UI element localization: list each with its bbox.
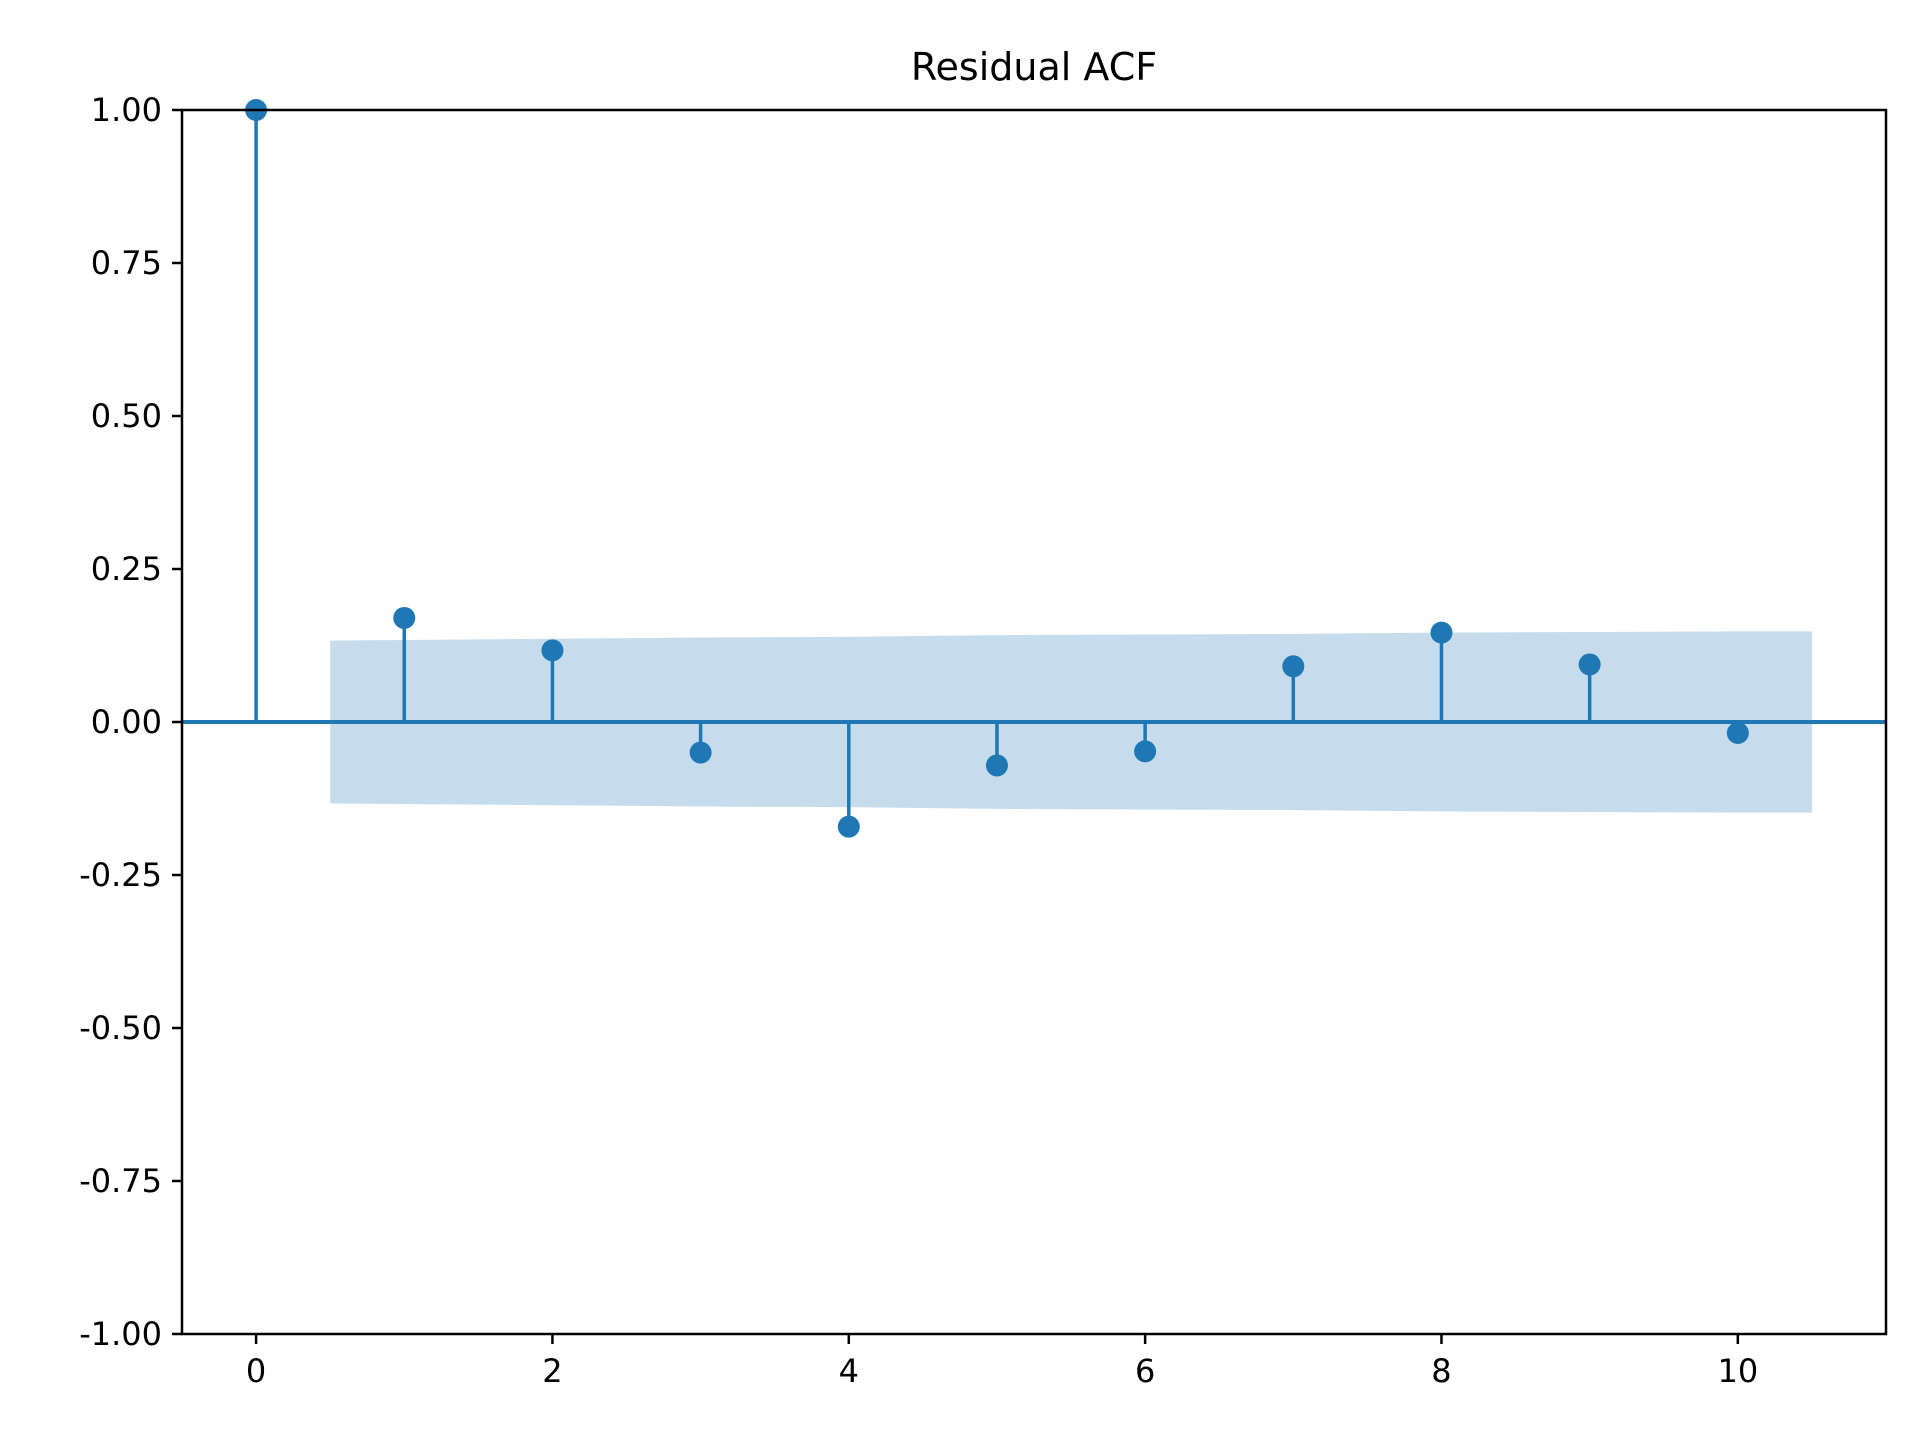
stem-marker-lag-4	[837, 815, 860, 838]
stem-marker-lag-7	[1282, 655, 1305, 678]
x-tick-label: 2	[542, 1352, 562, 1390]
y-tick-label: -0.75	[79, 1162, 162, 1200]
stem-marker-lag-3	[689, 741, 712, 764]
y-axis-ticks: 1.00 0.75 0.50 0.25 0.00 -0.25 -0.50 -0.75 -1.00	[79, 91, 182, 1353]
x-tick-label: 8	[1431, 1352, 1451, 1390]
stem-marker-lag-2	[541, 639, 564, 662]
y-tick-label: 0.50	[91, 397, 162, 435]
x-tick-label: 0	[246, 1352, 266, 1390]
y-tick-label: -0.50	[79, 1009, 162, 1047]
chart-title: Residual ACF	[911, 45, 1157, 89]
stem-marker-lag-5	[985, 754, 1008, 777]
y-tick-label: 0.00	[91, 703, 162, 741]
stems-layer	[245, 99, 1749, 838]
y-tick-label: 0.75	[91, 244, 162, 282]
y-tick-label: 1.00	[91, 91, 162, 129]
stem-marker-lag-6	[1134, 740, 1157, 763]
y-tick-label: 0.25	[91, 550, 162, 588]
x-axis-ticks: 0 2 4 6 8 10	[246, 1334, 1758, 1390]
stem-marker-lag-8	[1430, 621, 1453, 644]
x-tick-label: 6	[1135, 1352, 1155, 1390]
y-tick-label: -1.00	[79, 1315, 162, 1353]
stem-marker-lag-1	[393, 606, 416, 629]
stem-marker-lag-10	[1726, 722, 1749, 745]
stem-marker-lag-9	[1578, 653, 1601, 676]
x-tick-label: 10	[1717, 1352, 1758, 1390]
y-tick-label: -0.25	[79, 856, 162, 894]
x-tick-label: 4	[839, 1352, 859, 1390]
